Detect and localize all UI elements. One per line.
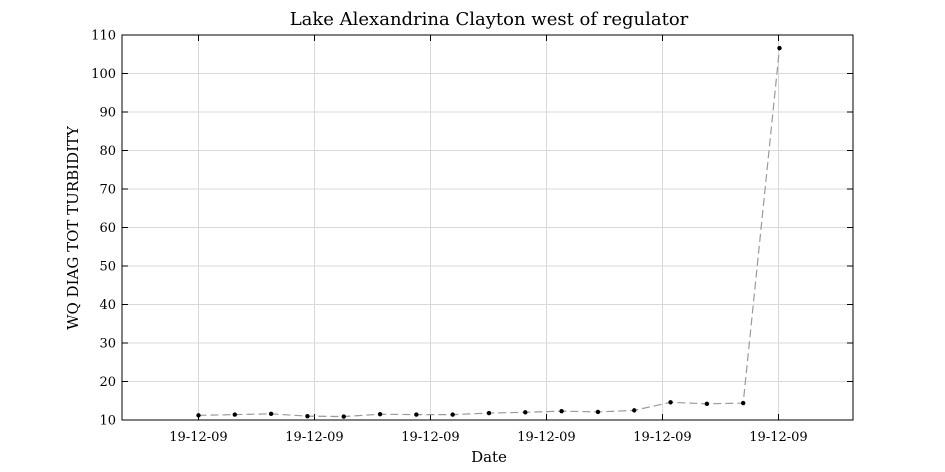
y-tick-label: 70 — [99, 183, 116, 198]
series-layer — [196, 45, 782, 419]
x-tick-label: 19-12-09 — [401, 430, 459, 445]
data-point — [523, 410, 528, 415]
x-tick-label: 19-12-09 — [633, 430, 691, 445]
y-tick-label: 80 — [99, 144, 116, 159]
data-point — [450, 412, 455, 417]
y-tick-label: 20 — [99, 375, 116, 390]
data-point — [341, 414, 346, 419]
data-point — [305, 413, 310, 419]
axis-ticks — [122, 34, 853, 421]
data-point — [740, 400, 746, 406]
data-point — [268, 411, 274, 417]
grid-lines — [122, 34, 853, 421]
y-tick-label: 60 — [99, 221, 116, 236]
data-point — [668, 400, 673, 405]
data-point — [595, 409, 601, 415]
y-axis-label: WQ DIAG TOT TURBIDITY — [64, 125, 82, 330]
data-point — [196, 413, 201, 418]
x-axis-label: Date — [471, 448, 507, 466]
x-tick-labels: 19-12-09 19-12-09 19-12-09 19-12-09 19-12-09… — [169, 430, 807, 445]
y-tick-labels: 10 20 30 40 50 60 70 80 90 100 110 — [91, 29, 116, 429]
x-tick-label: 19-12-09 — [169, 430, 227, 445]
series-line — [198, 48, 781, 418]
y-tick-label: 50 — [99, 260, 116, 275]
x-tick-label: 19-12-09 — [285, 430, 343, 445]
y-tick-label: 110 — [91, 29, 116, 44]
y-tick-label: 10 — [99, 414, 116, 429]
y-tick-label: 100 — [91, 67, 116, 82]
data-point — [777, 45, 782, 51]
data-point — [414, 412, 419, 417]
y-tick-label: 40 — [99, 298, 116, 313]
y-tick-label: 90 — [99, 106, 116, 121]
x-tick-label: 19-12-09 — [517, 430, 575, 445]
y-tick-label: 30 — [99, 337, 116, 352]
data-point — [704, 401, 710, 407]
data-point — [632, 408, 637, 413]
x-tick-label: 19-12-09 — [749, 430, 807, 445]
data-point — [377, 412, 383, 417]
data-point — [232, 412, 238, 417]
data-point — [486, 410, 492, 416]
chart-title: Lake Alexandrina Clayton west of regulat… — [290, 9, 689, 30]
data-point — [559, 408, 564, 414]
